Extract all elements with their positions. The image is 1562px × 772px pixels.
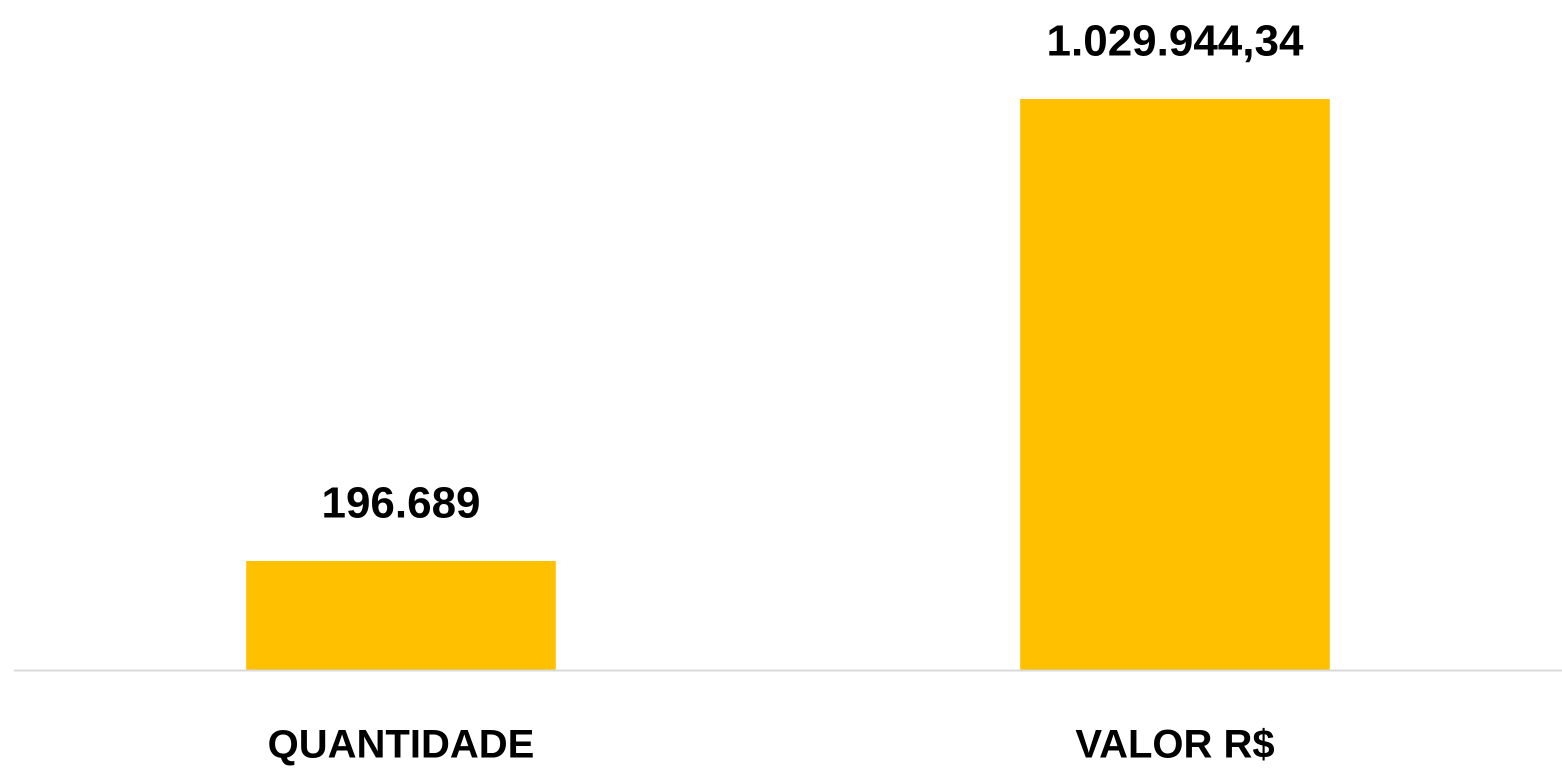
value-label: 1.029.944,34 (1047, 17, 1304, 66)
x-tick-label: QUANTIDADE (268, 723, 535, 767)
bar (1020, 99, 1330, 670)
value-label: 196.689 (321, 479, 480, 528)
x-tick-label: VALOR R$ (1075, 723, 1274, 767)
bar (246, 560, 556, 670)
